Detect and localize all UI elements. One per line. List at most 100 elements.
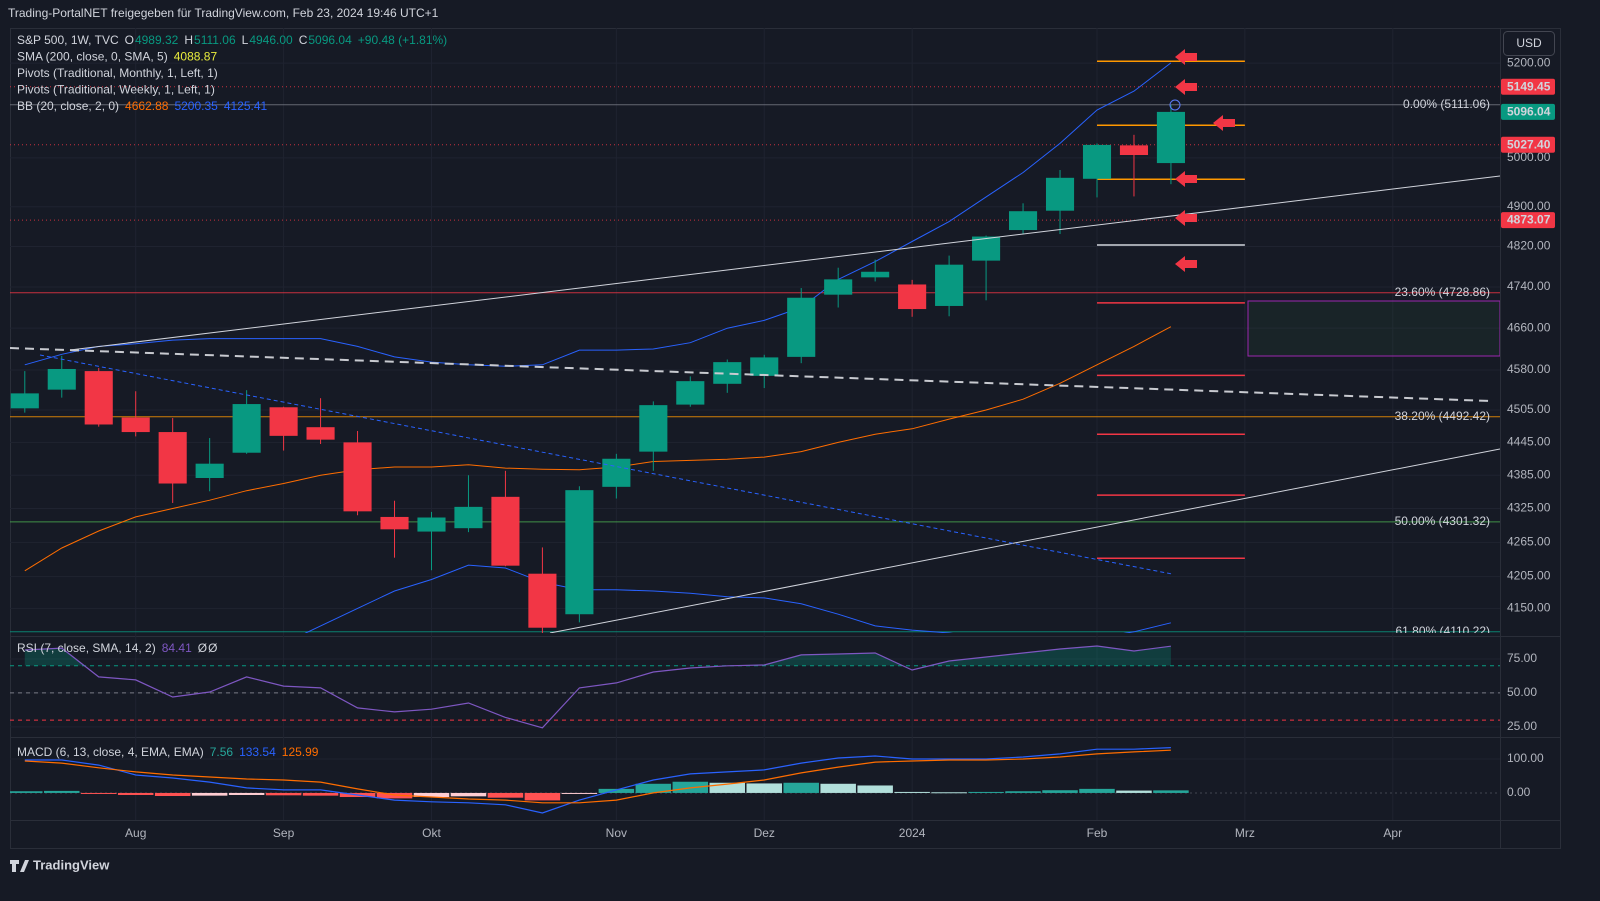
bb-line [24, 62, 1172, 367]
candle-body [121, 417, 150, 433]
legend-item: Ø [198, 641, 207, 655]
dashed-trendline[interactable] [39, 354, 1173, 575]
y-tick-label: 75.00 [1507, 651, 1537, 665]
bb-line [304, 564, 1172, 633]
histogram-bar [524, 792, 561, 801]
dashed-trendline[interactable] [10, 347, 1491, 402]
trendline[interactable] [549, 448, 1500, 633]
histogram-bar [931, 792, 967, 794]
legend-item: Pivots (Traditional, Weekly, 1, Left, 1) [17, 83, 215, 97]
x-tick-label: 2024 [899, 826, 926, 840]
x-tick-label: Okt [422, 826, 441, 840]
x-tick-label: Aug [125, 826, 146, 840]
histogram-bar [228, 792, 265, 795]
candle-body [787, 297, 816, 357]
rsi-line [24, 645, 1171, 729]
y-tick-label: 4660.00 [1507, 320, 1551, 334]
candle-body [602, 458, 631, 487]
histogram-bar [265, 792, 302, 796]
fib-label: 50.00% (4301.32) [1395, 514, 1490, 528]
histogram-bar [117, 792, 154, 795]
x-tick-label: Feb [1087, 826, 1108, 840]
candle-body [269, 407, 298, 436]
legend-item: 5200.35 [174, 99, 218, 113]
histogram-bar [894, 791, 930, 793]
trendline[interactable] [69, 175, 1500, 351]
histogram-bar [450, 792, 487, 797]
brand-logo [10, 860, 29, 872]
y-tick-label: 4740.00 [1507, 279, 1551, 293]
candle-body [158, 432, 187, 484]
price-pane: 0.00% (5111.06) 23.60% (4728.86) 38.20% (4… [10, 60, 1500, 638]
legend-line: S&P 500, 1W, TVC O4989.32 H5111.06 L4946.00… [17, 33, 447, 47]
alert-marker[interactable] [1169, 99, 1181, 111]
candle-body [528, 573, 557, 628]
legend-item: L [242, 33, 249, 47]
histogram-bar [376, 792, 413, 799]
histogram-bar [80, 792, 117, 794]
histogram-bar [10, 791, 43, 793]
candle-body [343, 442, 372, 512]
histogram-bar [783, 782, 819, 793]
candle-body [676, 381, 705, 405]
y-tick-label: 5200.00 [1507, 55, 1551, 69]
candle-body [898, 284, 927, 310]
y-tick-label: 4265.00 [1507, 534, 1551, 548]
legend-item: 133.54 [239, 745, 276, 759]
candle-body [10, 393, 39, 409]
legend-item: 125.99 [282, 745, 319, 759]
y-tick-label: 4385.00 [1507, 467, 1551, 481]
y-tick-label: 4900.00 [1507, 199, 1551, 213]
legend-item: 4946.00 [249, 33, 293, 47]
legend-line: RSI (7, close, SMA, 14, 2) 84.41 ØØ [17, 641, 217, 655]
y-tick-label: 4580.00 [1507, 362, 1551, 376]
candle-body [417, 517, 446, 532]
macd-line [24, 747, 1171, 814]
legend-line: BB (20, close, 2, 0) 4662.88 5200.35 4125.4… [17, 99, 268, 113]
candle-body [195, 463, 224, 478]
frame [10, 28, 1561, 849]
legend-item: O [125, 33, 134, 47]
macd-pane [10, 747, 1189, 814]
candle-body [454, 506, 483, 529]
candle-body [1045, 177, 1075, 211]
candle-body [1119, 145, 1149, 156]
legend-item: 5096.04 [308, 33, 352, 47]
y-tick-label: 0.00 [1507, 785, 1531, 799]
candle-body [713, 362, 742, 384]
brand-name: TradingView [33, 857, 110, 872]
price-label: 5096.04 [1507, 105, 1551, 119]
legend-item: 4125.41 [224, 99, 268, 113]
currency-button[interactable] [1503, 31, 1555, 56]
bb-line [24, 326, 1172, 572]
candle-body [232, 404, 261, 453]
candle-body [639, 405, 668, 452]
rsi-overbought-fill [24, 646, 1171, 666]
candle-body [1082, 144, 1112, 179]
candle-body [84, 371, 113, 425]
histogram-bar [1005, 791, 1041, 793]
histogram-bar [191, 792, 228, 796]
y-tick-label: 50.00 [1507, 685, 1537, 699]
candle-body [935, 264, 964, 306]
legend-item: Ø [208, 641, 217, 655]
histogram-bar [1042, 790, 1078, 793]
x-tick-label: Apr [1383, 826, 1402, 840]
candle-body [565, 490, 594, 615]
currency[interactable]: USD [1516, 36, 1542, 50]
price-label: 4873.07 [1507, 213, 1551, 227]
price-label: 5027.40 [1507, 137, 1551, 151]
candle-body [750, 357, 779, 376]
y-tick-label: 4820.00 [1507, 239, 1551, 253]
candle-body [306, 427, 335, 440]
x-tick-label: Dez [754, 826, 775, 840]
legend-item: 4989.32 [135, 33, 179, 47]
rectangle-drawing[interactable] [1247, 300, 1500, 357]
fib-label: 61.80% (4110.22) [1395, 624, 1490, 638]
fib-label: 38.20% (4492.42) [1395, 409, 1490, 423]
histogram-bar [635, 783, 672, 793]
